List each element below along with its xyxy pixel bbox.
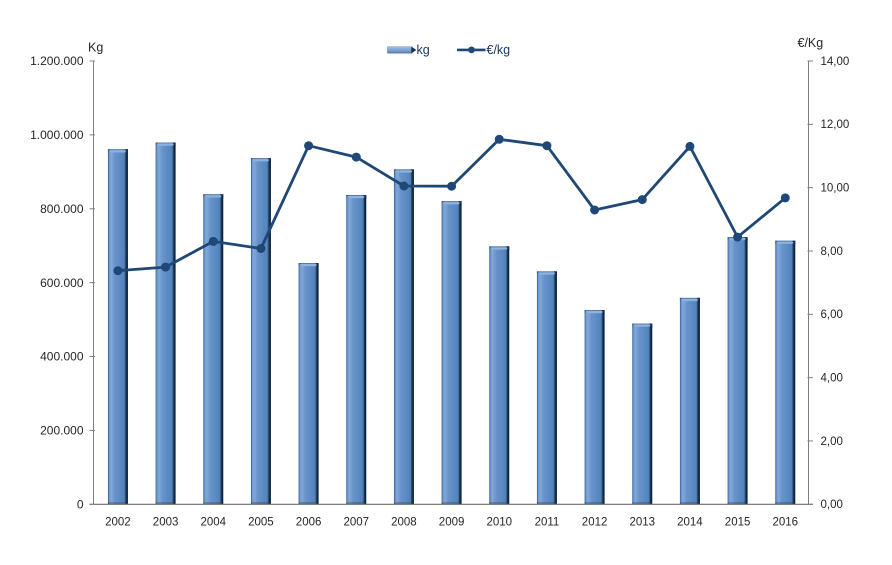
svg-text:2012: 2012 [582, 517, 608, 529]
svg-text:600.000: 600.000 [40, 276, 84, 290]
svg-text:2009: 2009 [439, 517, 465, 529]
svg-text:10,00: 10,00 [821, 183, 850, 195]
svg-text:800.000: 800.000 [40, 202, 84, 216]
svg-text:400.000: 400.000 [40, 350, 84, 364]
svg-text:€/kg: €/kg [487, 43, 511, 57]
svg-text:2,00: 2,00 [821, 436, 843, 448]
svg-text:14,00: 14,00 [821, 56, 850, 68]
svg-text:2007: 2007 [343, 517, 369, 529]
svg-text:2013: 2013 [629, 517, 655, 529]
svg-text:6,00: 6,00 [821, 309, 843, 321]
svg-text:2014: 2014 [677, 517, 703, 529]
svg-text:2010: 2010 [486, 517, 512, 529]
svg-text:2002: 2002 [105, 517, 131, 529]
svg-text:2003: 2003 [153, 517, 179, 529]
svg-text:0: 0 [77, 497, 84, 511]
svg-text:2006: 2006 [296, 517, 322, 529]
svg-text:kg: kg [417, 43, 430, 57]
svg-text:Kg: Kg [88, 41, 103, 55]
svg-text:€/Kg: €/Kg [798, 36, 824, 50]
svg-text:12,00: 12,00 [821, 119, 850, 131]
svg-text:2008: 2008 [391, 517, 417, 529]
svg-text:2016: 2016 [772, 517, 798, 529]
svg-text:1.000.000: 1.000.000 [30, 128, 84, 142]
svg-text:2015: 2015 [725, 517, 751, 529]
svg-text:8,00: 8,00 [821, 246, 843, 258]
svg-text:2004: 2004 [200, 517, 226, 529]
svg-text:2005: 2005 [248, 517, 274, 529]
svg-text:0,00: 0,00 [821, 499, 843, 511]
svg-text:1.200.000: 1.200.000 [30, 54, 84, 68]
svg-text:200.000: 200.000 [40, 424, 84, 438]
svg-text:2011: 2011 [535, 517, 560, 529]
svg-text:4,00: 4,00 [821, 373, 843, 385]
